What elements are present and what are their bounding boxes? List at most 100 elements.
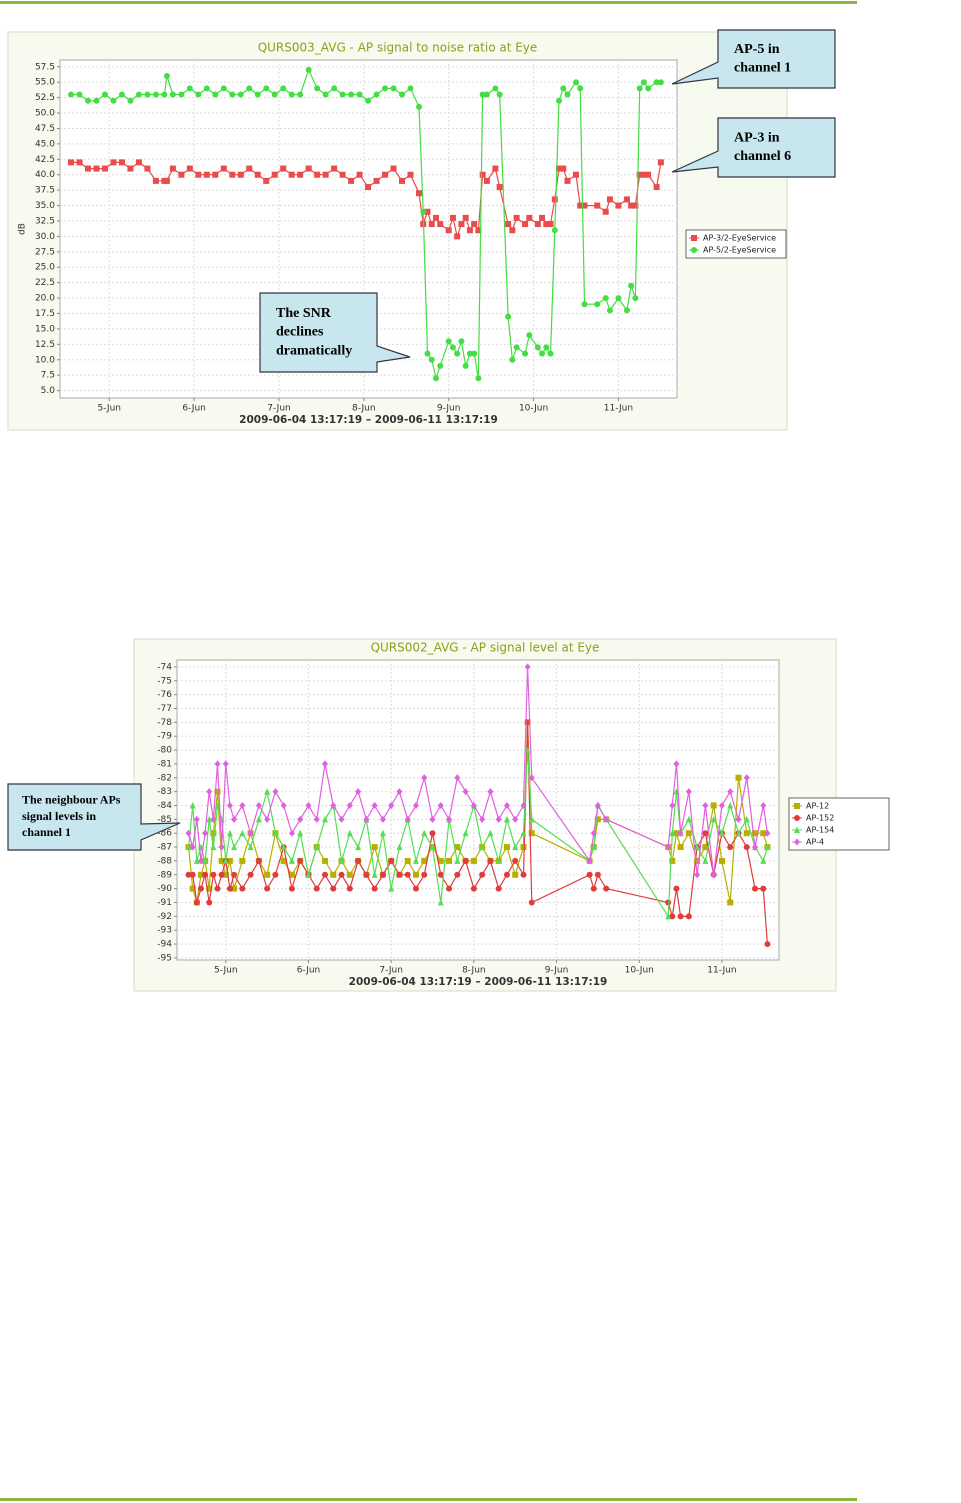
marker: [203, 85, 210, 92]
marker: [193, 899, 200, 906]
marker: [195, 171, 202, 178]
marker: [470, 801, 477, 809]
callout: [671, 117, 836, 178]
y-tick-label: 37.5: [35, 186, 55, 196]
marker: [189, 843, 196, 851]
x-axis-subtitle: 2009-06-04 13:17:19 – 2009-06-11 13:17:1…: [349, 976, 608, 988]
y-tick-label: -92: [157, 912, 172, 922]
marker: [135, 159, 142, 166]
marker: [752, 843, 759, 851]
marker: [231, 843, 238, 851]
y-tick-label: -90: [157, 884, 172, 894]
marker: [330, 871, 337, 878]
marker: [727, 788, 734, 796]
marker: [421, 857, 428, 864]
marker: [454, 774, 461, 782]
marker: [189, 871, 196, 878]
marker: [628, 202, 635, 209]
marker: [169, 91, 176, 98]
marker: [212, 91, 219, 98]
marker: [355, 788, 362, 796]
y-tick-label: -82: [157, 773, 172, 783]
marker: [446, 857, 453, 864]
marker: [193, 857, 200, 864]
marker: [322, 815, 329, 823]
marker: [271, 91, 278, 98]
marker: [492, 85, 499, 92]
marker: [193, 815, 200, 823]
marker: [449, 344, 456, 351]
marker: [632, 202, 639, 209]
marker: [330, 885, 337, 892]
marker: [528, 815, 535, 823]
marker: [760, 830, 767, 837]
marker: [412, 885, 419, 892]
marker: [632, 295, 639, 302]
marker: [322, 91, 329, 98]
marker: [483, 91, 490, 98]
y-tick-label: 42.5: [35, 155, 55, 165]
marker: [505, 221, 512, 228]
marker: [348, 91, 355, 98]
marker: [379, 871, 386, 878]
marker: [623, 196, 630, 203]
marker: [239, 829, 246, 837]
marker: [226, 857, 233, 864]
marker: [339, 171, 346, 178]
marker: [272, 871, 279, 878]
marker: [665, 912, 672, 920]
marker: [573, 171, 580, 178]
marker: [272, 829, 279, 837]
marker: [280, 801, 287, 809]
marker: [421, 774, 428, 782]
marker: [197, 857, 204, 865]
marker: [246, 165, 253, 172]
marker: [239, 801, 246, 809]
marker: [509, 356, 516, 363]
callout: [671, 29, 836, 89]
marker: [339, 91, 346, 98]
marker: [254, 171, 261, 178]
marker: [428, 356, 435, 363]
marker: [702, 801, 709, 809]
marker: [522, 350, 529, 357]
marker: [415, 103, 422, 110]
y-tick-label: 47.5: [35, 124, 55, 134]
marker: [247, 829, 254, 837]
marker: [743, 774, 750, 782]
marker: [454, 871, 461, 878]
marker: [189, 801, 196, 809]
marker: [685, 830, 692, 837]
callout-text: dramatically: [276, 344, 352, 359]
marker: [509, 227, 516, 234]
marker: [348, 177, 355, 184]
marker: [495, 857, 502, 864]
marker: [297, 829, 304, 837]
marker: [399, 91, 406, 98]
callout-text: AP-3 in: [734, 130, 780, 145]
marker: [214, 801, 221, 809]
marker: [603, 885, 610, 892]
marker: [152, 177, 159, 184]
marker: [373, 91, 380, 98]
marker: [390, 165, 397, 172]
marker: [379, 829, 386, 837]
marker: [560, 85, 567, 92]
y-tick-label: 15.0: [35, 324, 55, 334]
x-axis-subtitle: 2009-06-04 13:17:19 – 2009-06-11 13:17:1…: [239, 414, 498, 426]
legend-box: [788, 797, 890, 851]
y-tick-label: -75: [157, 676, 172, 686]
marker: [524, 746, 531, 754]
marker: [543, 221, 550, 228]
marker: [437, 801, 444, 809]
marker: [718, 801, 725, 809]
marker: [539, 350, 546, 357]
marker: [135, 91, 142, 98]
marker: [85, 97, 92, 104]
marker: [365, 184, 372, 191]
marker: [445, 227, 452, 234]
marker: [197, 885, 204, 892]
marker: [313, 815, 320, 823]
series-line: [71, 68, 661, 381]
